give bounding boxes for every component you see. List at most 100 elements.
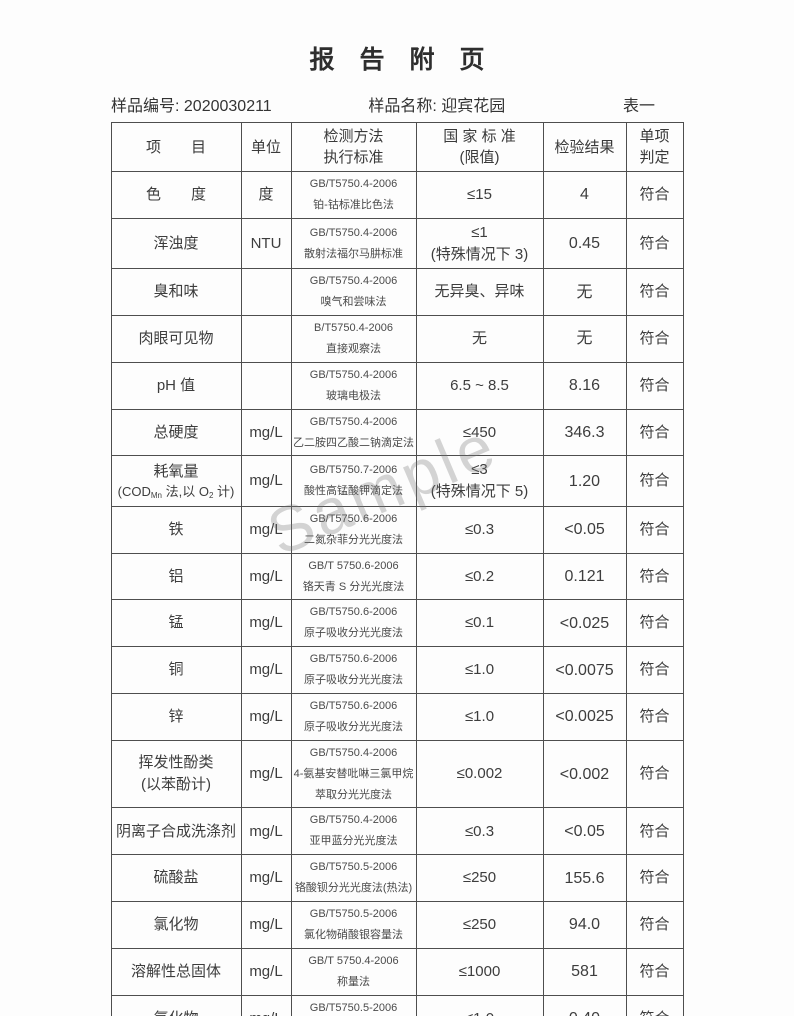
cell-line: 锰 [168, 614, 184, 632]
cell-line: 检验结果 [554, 138, 615, 156]
sample-name-value: 迎宾花园 [441, 98, 506, 115]
cell-item: 铜 [110, 646, 242, 695]
cell-line: 二氮杂菲分光光度法 [304, 533, 403, 546]
cell-standard-limit: ≤250 [415, 854, 544, 903]
cell-judgement: 符合 [625, 994, 684, 1016]
cell-standard-limit: ≤1000 [415, 947, 544, 996]
cell-line: GB/T5750.7-2006 [309, 464, 398, 477]
cell-line: ≤250 [462, 916, 497, 934]
cell-line: GB/T5750.6-2006 [309, 606, 398, 619]
cell-line: 判定 [639, 149, 670, 166]
cell-unit: mg/L [240, 854, 292, 903]
cell-standard-limit: ≤0.2 [415, 552, 544, 601]
cell-method: GB/T5750.4-2006 散射法福尔马肼标准 [290, 217, 417, 270]
cell-line: ≤0.3 [464, 822, 495, 840]
cell-method: GB/T5750.5-2006 铬酸钡分光光度法(热法) [290, 854, 417, 903]
table-row: 铝 mg/L GB/T 5750.6-2006 铬天青 S 分光光度法 ≤0.2 0.12… [110, 552, 684, 601]
cell-line: GB/T5750.5-2006 [309, 861, 398, 874]
cell-line: 6.5 ~ 8.5 [450, 376, 509, 394]
cell-unit: mg/L [240, 994, 292, 1016]
column-header-result: 检验结果 [542, 122, 627, 172]
cell-result: 0.45 [542, 217, 627, 270]
cell-standard-limit: ≤250 [415, 901, 544, 949]
cell-result: <0.0075 [542, 646, 627, 695]
cell-standard-limit: ≤1.0 [415, 646, 544, 695]
cell-line: 浑浊度 [153, 234, 199, 252]
table-row: 硫酸盐 mg/L GB/T5750.5-2006 铬酸钡分光光度法(热法) ≤250 15… [110, 854, 684, 903]
cell-line: (限值) [459, 149, 500, 166]
cell-method: GB/T5750.6-2006 原子吸收分光光度法 [290, 599, 417, 648]
cell-method: GB/T5750.4-2006 4-氨基安替吡啉三氯甲烷 萃取分光光度法 [290, 739, 417, 809]
cell-line: GB/T5750.6-2006 [309, 512, 398, 525]
cell-line: 酸性高锰酸钾滴定法 [304, 485, 403, 498]
cell-method: GB/T5750.4-2006 嗅气和尝味法 [290, 268, 417, 317]
column-header-standard: 国 家 标 准 (限值) [415, 122, 544, 172]
cell-unit: mg/L [240, 408, 292, 457]
cell-line: (以苯酚计) [141, 776, 211, 794]
cell-line: GB/T5750.5-2006 [309, 1001, 398, 1014]
cell-judgement: 符合 [625, 361, 684, 410]
cell-item: 总硬度 [110, 408, 242, 457]
cell-result: 8.16 [542, 361, 627, 410]
cell-line: 铬酸钡分光光度法(热法) [294, 882, 413, 895]
cell-standard-limit: ≤450 [415, 408, 544, 457]
cell-item: 阴离子合成洗涤剂 [110, 807, 242, 856]
cell-standard-limit: ≤0.3 [415, 505, 544, 554]
sample-name-label: 样品名称: [368, 98, 437, 115]
table-row: 锌 mg/L GB/T5750.6-2006 原子吸收分光光度法 ≤1.0 <0.0025… [110, 693, 684, 741]
cell-line: 亚甲蓝分光光度法 [309, 835, 398, 848]
cell-line: ≤450 [462, 423, 497, 441]
cell-judgement: 符合 [625, 947, 684, 996]
cell-standard-limit: 无 [415, 315, 544, 363]
table-row: 色 度 度 GB/T5750.4-2006 铂-钴标准比色法 ≤15 4 符合 [110, 171, 684, 219]
cell-line: pH 值 [156, 376, 196, 394]
cell-judgement: 符合 [625, 315, 684, 363]
cell-line: ≤15 [467, 186, 492, 204]
cell-result: 0.40 [542, 994, 627, 1016]
cell-line: 氟化物 [114, 1008, 239, 1016]
cell-unit: mg/L [240, 646, 292, 695]
table-row: 铁 mg/L GB/T5750.6-2006 二氮杂菲分光光度法 ≤0.3 <0.05 符合 [110, 505, 684, 554]
cell-line: 玻璃电极法 [326, 389, 381, 402]
table-row: 氟化物mg/LGB/T5750.5-2006离子选择电极法≤1.00.40符合 [110, 994, 684, 1016]
cell-result: 346.3 [542, 408, 627, 457]
cell-item: 肉眼可见物 [110, 315, 242, 363]
cell-line: 原子吸收分光光度法 [304, 720, 403, 733]
cell-unit: mg/L [240, 505, 292, 554]
cell-judgement: 符合 [625, 171, 684, 219]
sample-meta-row: 样品编号: 2020030211 样品名称: 迎宾花园 表一 [111, 92, 683, 116]
cell-item: 浑浊度 [110, 217, 242, 270]
sample-name: 样品名称: 迎宾花园 [368, 92, 623, 116]
cell-line: 肉眼可见物 [138, 330, 214, 348]
cell-line: ≤1000 [458, 962, 501, 980]
cell-unit: mg/L [240, 901, 292, 949]
cell-line: 氯化物 [153, 916, 199, 934]
cell-line: 铬天青 S 分光光度法 [302, 580, 405, 593]
cell-method: GB/T5750.5-2006离子选择电极法 [290, 994, 417, 1016]
cell-line: GB/T 5750.4-2006 [308, 954, 399, 967]
column-header-method: 检测方法 执行标准 [290, 122, 417, 172]
cell-line: 铜 [168, 661, 184, 679]
cell-line: 萃取分光光度法 [315, 788, 392, 801]
cell-line: 无异臭、异味 [434, 283, 525, 301]
cell-unit: mg/L [240, 455, 292, 507]
cell-item: 臭和味 [110, 268, 242, 317]
cell-method: GB/T5750.4-2006 乙二胺四乙酸二钠滴定法 [290, 408, 417, 457]
page-title: 报 告 附 页 [309, 46, 485, 74]
cell-line: 铁 [168, 520, 184, 538]
cell-unit: mg/L [240, 807, 292, 856]
cell-result: 94.0 [542, 901, 627, 949]
cell-line: 国 家 标 准 [443, 128, 516, 145]
cell-result: <0.0025 [542, 693, 627, 741]
cell-line: 单项 [639, 128, 670, 145]
cell-unit: mg/L [240, 599, 292, 648]
cell-unit: mg/L [240, 739, 292, 809]
sample-number: 样品编号: 2020030211 [111, 92, 368, 116]
cell-line: 色 度 [145, 186, 206, 204]
cell-item: 铁 [110, 505, 242, 554]
cell-method: GB/T5750.4-2006 亚甲蓝分光光度法 [290, 807, 417, 856]
cell-line: GB/T5750.6-2006 [309, 653, 398, 666]
cell-line: ≤0.002 [456, 765, 503, 783]
cell-item: 氟化物 [110, 994, 242, 1016]
